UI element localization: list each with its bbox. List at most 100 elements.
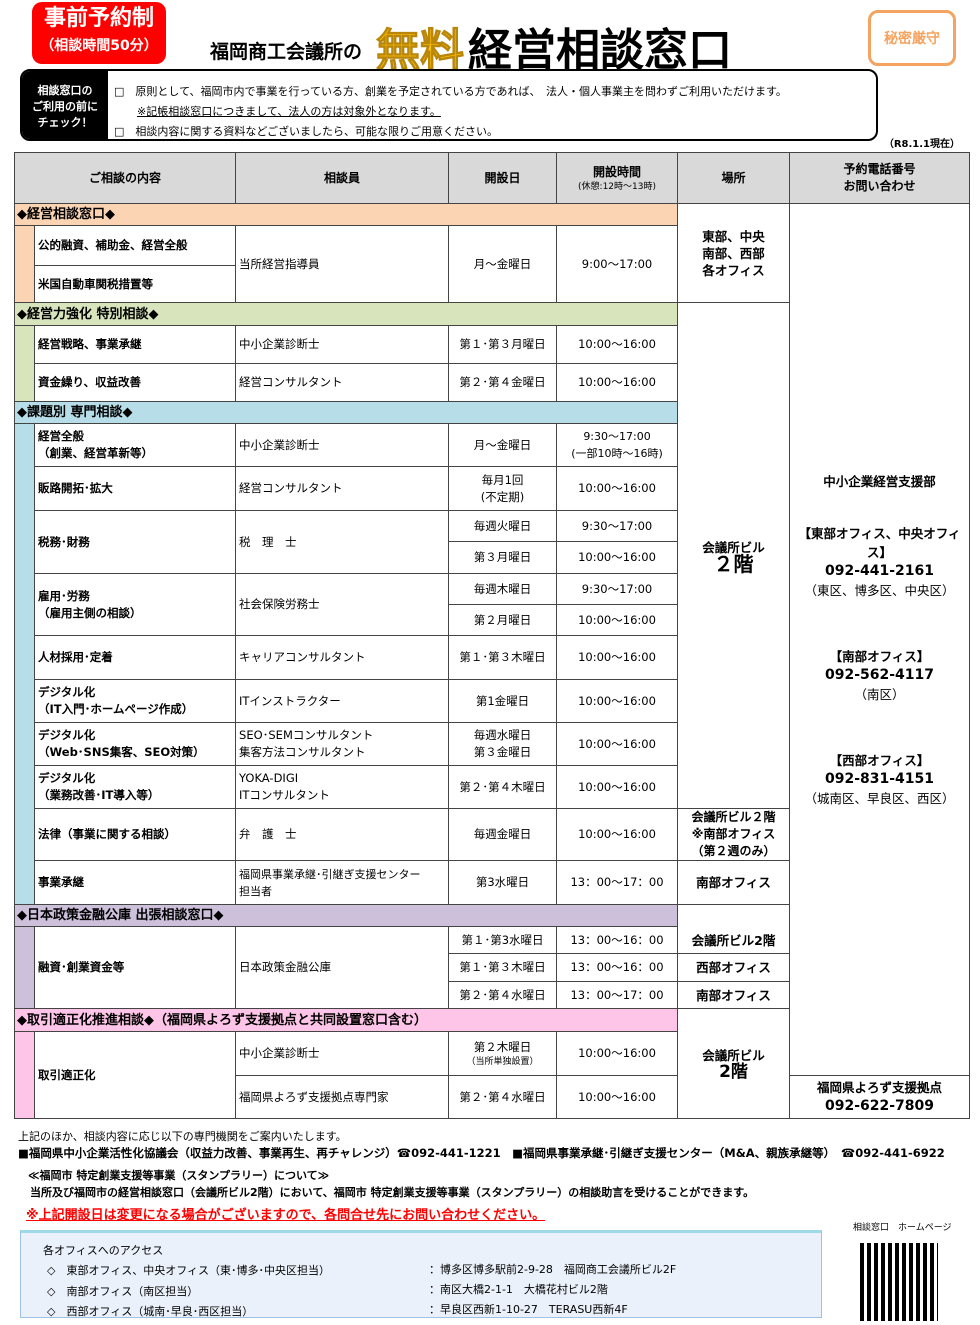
table-cell: デジタル化 （業務改善･IT導入等） [33,765,237,809]
title-highlight: 無料 [376,25,465,77]
table-cell: 月～金曜日 [448,423,558,467]
table-cell: 9:00～17:00 [556,225,679,303]
table-row: 融資･創業資金等 日本政策金融公庫 第１･第3水曜日 13：00～16：00 [14,926,970,1009]
table-cell: キャリアコンサルタント [235,635,450,680]
table-cell: 13：00～16：00 [556,926,679,954]
table-cell: 資金繰り、収益改善 [33,363,237,402]
table-row: 第２･第４水曜日 13：00～17：00 南部オフィス [15,981,970,1009]
table-row: デジタル化 （業務改善･IT導入等） YOKA-DIGI ITコンサルタント 第２･… [15,765,970,809]
table-cell: 開設日 [448,152,558,204]
checklist-box: 相談窓口の ご利用の前に チェック！ □ 原則として、福岡市内で事業を行っている… [20,69,878,141]
place-cell: 東部、中央 南部、西部 各オフィス [677,203,791,303]
table-cell: 毎週火曜日 [448,510,558,542]
table-cell: 第２･第４金曜日 [448,363,558,402]
table-cell: 南部オフィス [677,860,791,905]
table-cell: 中小企業診断士 [235,1031,450,1076]
table-cell: 第２･第４木曜日 [448,765,558,809]
table-cell: 経営戦略、事業承継 [33,325,237,364]
section-header: ◆経営力強化 特別相談◆ [13,302,679,326]
table-row: 経営戦略、事業承継 中小企業診断士 第１･第３月曜日 10:00～16:00 [14,325,970,402]
table-cell: 公的融資、補助金、経営全般 [33,225,237,266]
table-cell: 中小企業診断士 [235,423,450,467]
table-cell: 毎週水曜日 第３金曜日 [448,722,558,766]
table-row: 第２月曜日 10:00～16:00 [15,604,970,636]
table-cell: 13：00～17：00 [556,981,679,1009]
table-cell: 10:00～16:00 [556,466,679,511]
table-cell: 10:00～16:00 [556,604,679,636]
table-row: ◆取引適正化推進相談◆（福岡県よろず支援拠点と共同設置窓口含む） 会議所ビル 2階 [13,1008,970,1119]
table-cell: 社会保険労務士 [235,573,450,636]
table-cell: 10:00～16:00 [556,1075,679,1119]
table-cell: 月～金曜日 [448,225,558,303]
phone-contacts: 中小企業経営支援部 【東部オフィス、中央オフィス】 092-441-2161 （東区… [789,203,971,1076]
table-cell: 税 理 士 [235,510,450,574]
table-row: 事業承継 福岡県事業承継･引継ぎ支援センター 担当者 第3水曜日 13：00～17：0… [15,860,970,905]
table-cell: 9:30～17:00 [556,573,679,605]
table-cell: デジタル化 （Web･SNS集客、SEO対策） [33,722,237,766]
reservation-badge: 事前予約制 （相談時間50分） [32,2,166,64]
table-cell: 9:30～17:00 [556,510,679,542]
table-row: 米国自動車関税措置等 [15,265,970,303]
table-cell: 雇用･労務 （雇用主側の相談） [33,573,237,636]
table-row: 第１･第３木曜日 13：00～16：00 西部オフィス [15,953,970,982]
table-cell: 融資･創業資金等 [33,926,237,1009]
table-cell: 第２木曜日 （当所単独設置） [448,1031,558,1076]
checklist-item: □ 相談内容に関する資料などございましたら、可能な限りご用意ください。 [114,125,499,138]
table-cell: 開設時間 (休憩:12時～13時) [556,152,679,204]
table-cell: 場所 [677,152,791,204]
checklist-label: 相談窓口の ご利用の前に チェック！ [22,71,108,139]
table-cell: 米国自動車関税措置等 [33,265,237,303]
table-cell: 毎月1回 (不定期) [448,466,558,511]
qr-code-icon[interactable] [860,1243,938,1321]
table-row: ◆経営力強化 特別相談◆ 会議所ビル ２階 [13,302,970,809]
table-cell: 第１･第３木曜日 [448,635,558,680]
table-cell: 13：00～16：00 [556,953,679,982]
table-cell: 第１･第３月曜日 [448,325,558,364]
table-cell: 10:00～16:00 [556,1031,679,1076]
table-cell: 経営コンサルタント [235,466,450,511]
table-cell: デジタル化 （IT入門･ホームページ作成） [33,679,237,723]
table-row: 取引適正化 中小企業診断士 第２木曜日 （当所単独設置） 10:00～16:00 [14,1031,970,1119]
table-cell [14,926,35,1009]
table-cell: 第２･第４水曜日 [448,981,558,1009]
table-row: 経営全般 （創業、経営革新等） 中小企業診断士 月～金曜日 9:30～17:00 (一… [14,423,970,905]
table-cell: ITインストラクター [235,679,450,723]
table-cell [14,325,35,402]
table-cell: 中小企業診断士 [235,325,450,364]
checklist-note: ※記帳相談窓口につきまして、法人の方は対象外となります。 [137,105,441,118]
table-row: 税務･財務税 理 士毎週火曜日 9:30～17:00 [15,510,970,574]
table-cell: 日本政策金融公庫 [235,926,450,1009]
table-cell: 第3水曜日 [448,860,558,905]
table-cell: 第２･第４水曜日 [448,1075,558,1119]
table-cell: 南部オフィス [677,981,791,1009]
section-header: ◆日本政策金融公庫 出張相談窓口◆ [13,904,679,927]
table-cell: 予約電話番号 お問い合わせ [789,152,971,204]
section-header: ◆課題別 専門相談◆ [13,401,679,424]
table-cell: 西部オフィス [677,953,791,982]
footer-intro: 上記のほか、相談内容に応じ以下の専門機関をご案内いたします。 [18,1130,347,1143]
footer-orgs: ■福岡県中小企業活性化協議会（収益力改善、事業再生、再チャレンジ）☎092-44… [18,1146,945,1160]
place-cell: 会議所ビル 2階 [677,1008,791,1119]
table-row: 法律（事業に関する相談）弁 護 士毎週金曜日 10:00～16:00 会議所ビル２階… [15,808,970,861]
table-cell: 人材採用･定着 [33,635,237,680]
consultation-table: ご相談の内容 相談員 開設日 開設時間 (休憩:12時～13時) 場所 予約電話番… [13,152,971,1119]
section-header: ◆経営相談窓口◆ [13,203,679,226]
checklist-item: □ 原則として、福岡市内で事業を行っている方、創業を予定されている方であれば、 … [114,85,787,98]
table-row: 人材採用･定着 キャリアコンサルタント 第１･第３木曜日 10:00～16:00 [15,635,970,680]
table-cell: 販路開拓･拡大 [33,466,237,511]
table-cell: 毎週木曜日 [448,573,558,605]
table-cell: 9:30～17:00 (一部10時～16時) [556,423,679,467]
table-row: 資金繰り、収益改善 経営コンサルタント 第２･第４金曜日 10:00～16:00 [15,363,970,402]
table-cell: 経営全般 （創業、経営革新等） [33,423,237,467]
table-cell: 第１･第3水曜日 [448,926,558,954]
table-cell: 10:00～16:00 [556,679,679,723]
table-row: 販路開拓･拡大 経営コンサルタント 毎月1回 (不定期) 10:00～16:00 [15,466,970,511]
table-row: 福岡県よろず支援拠点専門家 第２･第４水曜日 10:00～16:00 福岡県よろず支援… [15,1075,971,1119]
table-row: ◆課題別 専門相談◆ [13,401,970,424]
table-row: 雇用･労務 （雇用主側の相談） 社会保険労務士 毎週木曜日 9:30～17:00 [15,573,970,636]
table-cell: 相談員 [235,152,450,204]
table-row: ◆経営相談窓口◆ 東部、中央 南部、西部 各オフィス 中小企業経営支援部 【東部… [13,203,971,1076]
warning-text: ※上記開設日は変更になる場合がございますので、各問合せ先にお問い合わせください。 [26,1208,546,1223]
table-cell: 10:00～16:00 [556,765,679,809]
table-cell: SEO･SEMコンサルタント 集客方法コンサルタント [235,722,450,766]
